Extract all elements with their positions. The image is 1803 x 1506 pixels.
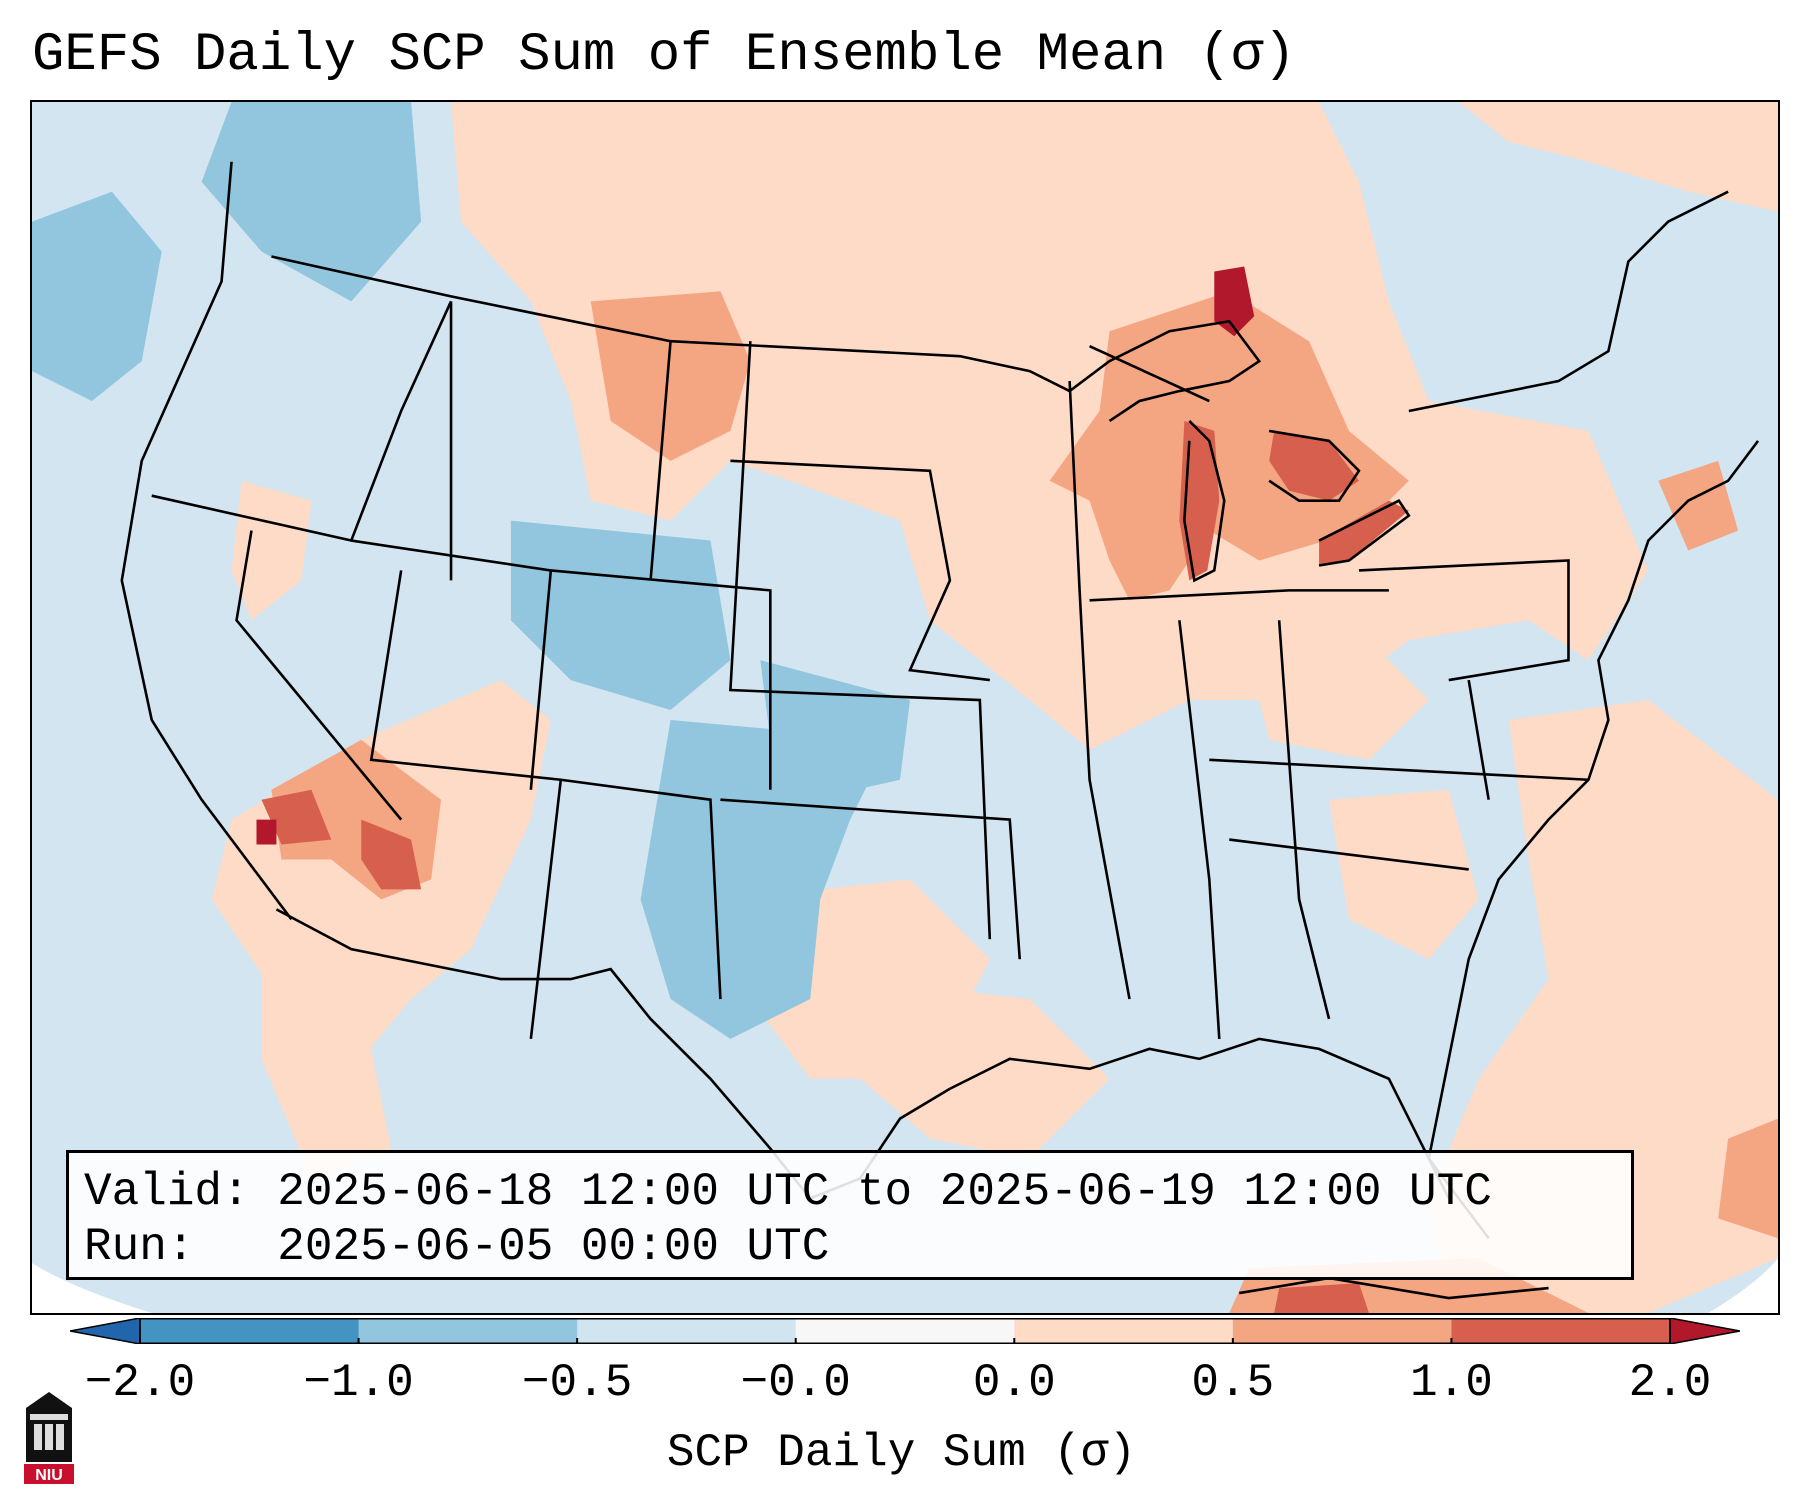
- anomaly-caribbean-max: [1274, 1283, 1369, 1313]
- anomaly-southeast: [1329, 789, 1479, 960]
- cuba: [1239, 1276, 1549, 1300]
- colorbar-tick-label: −0.5: [521, 1357, 633, 1409]
- niu-logo: NIU: [24, 1392, 74, 1484]
- colorbar-tick-labels: −2.0 −1.0 −0.5 −0.0 0.0 0.5 1.0 2.0: [0, 1355, 1803, 1415]
- anomaly-upper-midwest: [451, 102, 1649, 750]
- state-lines-west: [151, 300, 772, 1040]
- colorbar-tick-label: 0.0: [972, 1357, 1056, 1409]
- colorbar-extend-high: [1669, 1318, 1740, 1344]
- colorbar-tick-label: 2.0: [1628, 1357, 1712, 1409]
- map-canvas: [32, 102, 1778, 1313]
- run-value: 2025-06-05 00:00 UTC: [277, 1221, 830, 1273]
- anomaly-southwest-max-2: [361, 819, 422, 890]
- colorbar-bin: [1014, 1318, 1234, 1344]
- valid-time-box: Valid: 2025-06-18 12:00 UTC to 2025-06-1…: [66, 1150, 1634, 1280]
- projection-edge-left: [32, 1263, 152, 1313]
- run-row: Run: 2025-06-05 00:00 UTC: [84, 1220, 1631, 1275]
- colorbar-bin: [358, 1318, 578, 1344]
- canada-border: [271, 190, 1729, 413]
- colorbar-tick-label: −0.0: [740, 1357, 851, 1409]
- anomaly-great-basin-pos: [231, 480, 312, 621]
- colorbar-bins: [140, 1318, 1671, 1344]
- logo-text: NIU: [35, 1467, 63, 1484]
- colorbar-tick-label: −2.0: [84, 1357, 196, 1409]
- east-coast: [1427, 440, 1760, 1159]
- colorbar: [70, 1318, 1740, 1344]
- anomaly-mid-atlantic: [1249, 640, 1429, 760]
- colorbar-outline: [139, 1318, 1671, 1344]
- run-label: Run:: [84, 1221, 195, 1273]
- colorbar-label: SCP Daily Sum (σ): [666, 1427, 1137, 1479]
- anomaly-pacific-northwest: [201, 102, 422, 302]
- colorbar-bin: [795, 1318, 1015, 1344]
- projection-edge-right: [1708, 1258, 1778, 1313]
- state-lines-plains: [649, 341, 1022, 960]
- colorbar-bin: [1232, 1318, 1452, 1344]
- anomaly-southwest-max-3: [256, 819, 277, 845]
- anomaly-lake-erie: [1319, 500, 1409, 566]
- great-lakes-outlines: [1068, 319, 1411, 583]
- gulf-coast: [949, 1037, 1450, 1199]
- anomaly-new-england: [1658, 460, 1739, 551]
- colorbar-tick-label: −1.0: [303, 1357, 414, 1409]
- valid-value: 2025-06-18 12:00 UTC to 2025-06-19 12:00…: [277, 1166, 1492, 1218]
- anomaly-baja: [261, 899, 392, 1179]
- colorbar-ticks: [139, 1338, 1671, 1344]
- anomaly-canada-north: [1458, 102, 1778, 212]
- colorbar-bin: [577, 1318, 797, 1344]
- chart-title: GEFS Daily SCP Sum of Ensemble Mean (σ): [32, 25, 1296, 86]
- colorbar-tick-label: 0.5: [1191, 1357, 1275, 1409]
- colorbar-bin: [140, 1318, 360, 1344]
- map-panel[interactable]: [30, 100, 1780, 1315]
- colorbar-bin: [1451, 1318, 1671, 1344]
- anomaly-colorado: [510, 520, 731, 710]
- valid-label: Valid:: [84, 1166, 250, 1218]
- anomaly-pacific-offshore: [32, 191, 162, 402]
- colorbar-extend-low: [70, 1318, 141, 1344]
- anomaly-superior-max: [1214, 266, 1255, 337]
- valid-row: Valid: 2025-06-18 12:00 UTC to 2025-06-1…: [84, 1165, 1631, 1220]
- anomaly-southwest-max: [261, 789, 332, 845]
- anomaly-atlantic-strong: [1718, 1118, 1778, 1239]
- anomaly-lake-huron: [1269, 430, 1359, 501]
- west-coast: [120, 161, 293, 921]
- boundaries-layer: [120, 161, 1760, 1300]
- state-lines-east: [1068, 381, 1589, 1039]
- colorbar-tick-label: 1.0: [1410, 1357, 1493, 1409]
